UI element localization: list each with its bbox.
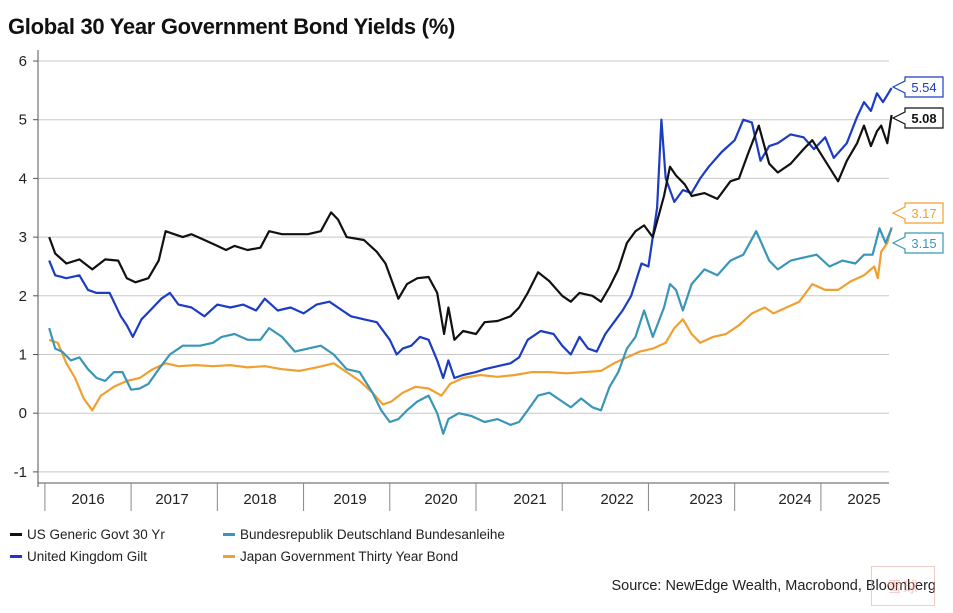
y-tick-label: 3 bbox=[19, 229, 27, 246]
y-tick-label: 1 bbox=[19, 347, 27, 364]
x-tick-label: 2019 bbox=[333, 491, 366, 508]
x-tick-label: 2023 bbox=[689, 491, 722, 508]
legend-item-de: Bundesrepublik Deutschland Bundesanleihe bbox=[223, 527, 505, 542]
series-line-uk bbox=[48, 87, 893, 380]
x-tick-label: 2024 bbox=[778, 491, 811, 508]
y-tick-label: 5 bbox=[19, 112, 27, 129]
end-label-us: 5.08 bbox=[911, 111, 936, 126]
y-tick-label: -1 bbox=[14, 464, 27, 481]
legend-label-us: US Generic Govt 30 Yr bbox=[27, 527, 165, 542]
legend-item-uk: United Kingdom Gilt bbox=[10, 549, 147, 564]
y-tick-label: 4 bbox=[19, 170, 27, 187]
watermark-stamp: 雪球 bbox=[871, 566, 935, 606]
y-tick-label: 6 bbox=[19, 53, 27, 70]
end-label-jp: 3.17 bbox=[911, 206, 936, 221]
x-tick-label: 2018 bbox=[243, 491, 276, 508]
x-tick-label: 2017 bbox=[155, 491, 188, 508]
end-label-box-de bbox=[891, 232, 944, 254]
y-tick-label: 2 bbox=[19, 288, 27, 305]
chart-area: 6 5 4 3 2 1 0 -1 2016 2017 2018 2019 2020 2021 2022 202… bbox=[14, 50, 944, 511]
x-tick-label: 2016 bbox=[71, 491, 104, 508]
end-label-box-jp bbox=[891, 202, 944, 224]
x-tick-label: 2021 bbox=[513, 491, 546, 508]
legend-swatch-uk bbox=[10, 554, 22, 558]
x-tick-label: 2020 bbox=[424, 491, 457, 508]
end-label-box-uk bbox=[891, 76, 944, 98]
legend-label-de: Bundesrepublik Deutschland Bundesanleihe bbox=[240, 527, 505, 542]
legend-label-jp: Japan Government Thirty Year Bond bbox=[240, 549, 459, 564]
y-tick-label: 0 bbox=[19, 405, 27, 422]
source-note: Source: NewEdge Wealth, Macrobond, Bloom… bbox=[611, 578, 936, 594]
legend-item-jp: Japan Government Thirty Year Bond bbox=[223, 549, 458, 564]
series-line-jp bbox=[48, 226, 893, 412]
series-line-us bbox=[48, 114, 893, 341]
legend-swatch-jp bbox=[223, 554, 235, 558]
chart-title: Global 30 Year Government Bond Yields (%… bbox=[8, 14, 455, 39]
end-label-uk: 5.54 bbox=[911, 80, 936, 95]
legend-label-uk: United Kingdom Gilt bbox=[27, 549, 148, 564]
end-label-de: 3.15 bbox=[911, 236, 936, 251]
legend-item-us: US Generic Govt 30 Yr bbox=[10, 527, 165, 542]
end-label-box-us bbox=[891, 107, 944, 129]
x-tick-label: 2022 bbox=[600, 491, 633, 508]
legend-swatch-de bbox=[223, 532, 235, 536]
x-tick-label: 2025 bbox=[847, 491, 880, 508]
legend-swatch-us bbox=[10, 532, 22, 536]
series-line-de bbox=[48, 227, 893, 435]
